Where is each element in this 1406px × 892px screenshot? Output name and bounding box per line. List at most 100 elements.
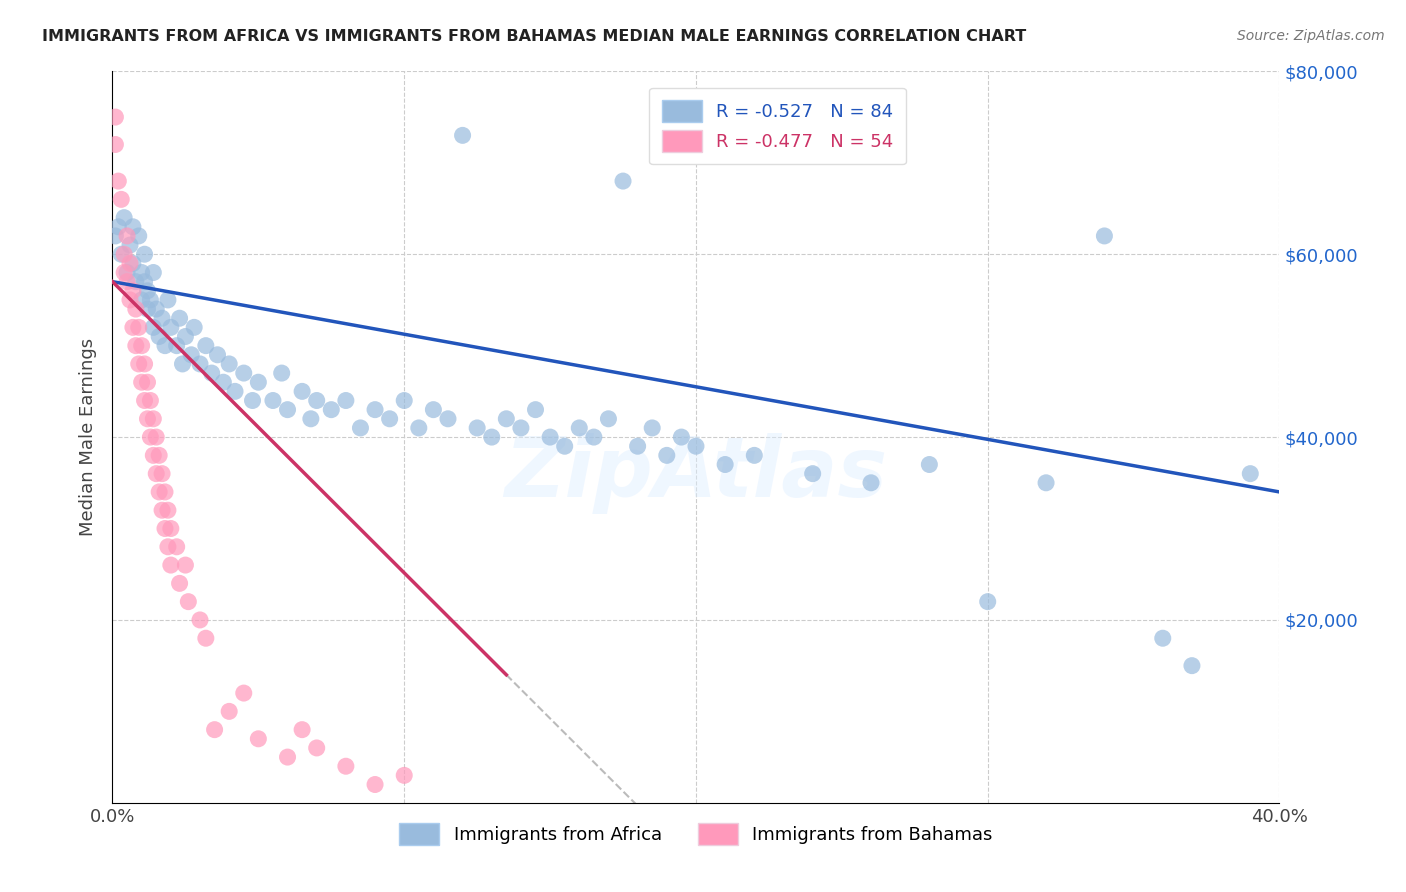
Point bbox=[148, 329, 170, 343]
Point bbox=[118, 256, 141, 270]
Point bbox=[554, 439, 576, 453]
Point bbox=[122, 256, 145, 270]
Point bbox=[136, 301, 159, 317]
Point bbox=[509, 421, 531, 435]
Point bbox=[247, 731, 270, 746]
Point bbox=[166, 338, 188, 352]
Point bbox=[125, 275, 148, 289]
Text: ZipAtlas: ZipAtlas bbox=[505, 434, 887, 514]
Point bbox=[118, 293, 141, 307]
Text: IMMIGRANTS FROM AFRICA VS IMMIGRANTS FROM BAHAMAS MEDIAN MALE EARNINGS CORRELATI: IMMIGRANTS FROM AFRICA VS IMMIGRANTS FRO… bbox=[42, 29, 1026, 44]
Point bbox=[134, 393, 156, 408]
Point bbox=[242, 393, 264, 408]
Point bbox=[247, 375, 270, 389]
Point bbox=[134, 247, 156, 261]
Point bbox=[104, 228, 127, 243]
Point bbox=[655, 448, 678, 462]
Point bbox=[305, 740, 328, 755]
Point bbox=[166, 540, 188, 554]
Point bbox=[174, 558, 197, 573]
Point bbox=[150, 311, 173, 326]
Point bbox=[115, 228, 138, 243]
Point bbox=[160, 521, 183, 535]
Point bbox=[125, 338, 148, 352]
Point bbox=[174, 329, 197, 343]
Point bbox=[188, 357, 211, 371]
Point bbox=[169, 576, 191, 591]
Point bbox=[115, 266, 138, 280]
Point bbox=[112, 247, 135, 261]
Point bbox=[291, 723, 314, 737]
Point bbox=[495, 411, 517, 425]
Point bbox=[134, 357, 156, 371]
Point bbox=[139, 293, 162, 307]
Point bbox=[169, 311, 191, 326]
Point bbox=[291, 384, 314, 399]
Point bbox=[232, 366, 254, 380]
Point bbox=[801, 467, 824, 481]
Point bbox=[104, 137, 127, 152]
Point bbox=[142, 320, 165, 334]
Point bbox=[177, 594, 200, 608]
Point bbox=[180, 348, 202, 362]
Point bbox=[1239, 467, 1261, 481]
Point bbox=[976, 594, 998, 608]
Point bbox=[538, 430, 561, 444]
Point bbox=[122, 284, 145, 298]
Point bbox=[270, 366, 292, 380]
Point bbox=[136, 411, 159, 425]
Point bbox=[115, 275, 138, 289]
Point bbox=[142, 411, 165, 425]
Point bbox=[148, 484, 170, 499]
Point bbox=[153, 521, 176, 535]
Point bbox=[128, 320, 150, 334]
Point bbox=[276, 750, 298, 764]
Point bbox=[1094, 228, 1116, 243]
Point bbox=[183, 320, 205, 334]
Point bbox=[378, 411, 401, 425]
Point bbox=[394, 393, 416, 408]
Point bbox=[110, 192, 132, 206]
Point bbox=[104, 110, 127, 124]
Point bbox=[139, 393, 162, 408]
Point bbox=[156, 293, 179, 307]
Point bbox=[437, 411, 460, 425]
Point bbox=[232, 686, 254, 700]
Point bbox=[153, 484, 176, 499]
Point bbox=[112, 211, 135, 225]
Point bbox=[156, 540, 179, 554]
Point bbox=[160, 320, 183, 334]
Point bbox=[524, 402, 547, 417]
Point bbox=[110, 247, 132, 261]
Point bbox=[335, 759, 357, 773]
Point bbox=[335, 393, 357, 408]
Point bbox=[153, 338, 176, 352]
Point bbox=[160, 558, 183, 573]
Point bbox=[125, 301, 148, 317]
Point bbox=[142, 448, 165, 462]
Point bbox=[612, 174, 634, 188]
Point bbox=[860, 475, 883, 490]
Point bbox=[1181, 658, 1204, 673]
Point bbox=[150, 467, 173, 481]
Point bbox=[218, 357, 240, 371]
Point bbox=[128, 357, 150, 371]
Point bbox=[568, 421, 591, 435]
Point bbox=[742, 448, 765, 462]
Point bbox=[150, 503, 173, 517]
Point bbox=[201, 366, 224, 380]
Point bbox=[131, 338, 153, 352]
Point bbox=[305, 393, 328, 408]
Point bbox=[131, 266, 153, 280]
Point bbox=[671, 430, 693, 444]
Point bbox=[107, 174, 129, 188]
Point bbox=[1152, 632, 1174, 646]
Point bbox=[118, 238, 141, 252]
Point bbox=[134, 275, 156, 289]
Point bbox=[194, 632, 217, 646]
Point bbox=[224, 384, 246, 399]
Point bbox=[145, 467, 167, 481]
Point bbox=[422, 402, 444, 417]
Point bbox=[465, 421, 488, 435]
Point bbox=[598, 411, 620, 425]
